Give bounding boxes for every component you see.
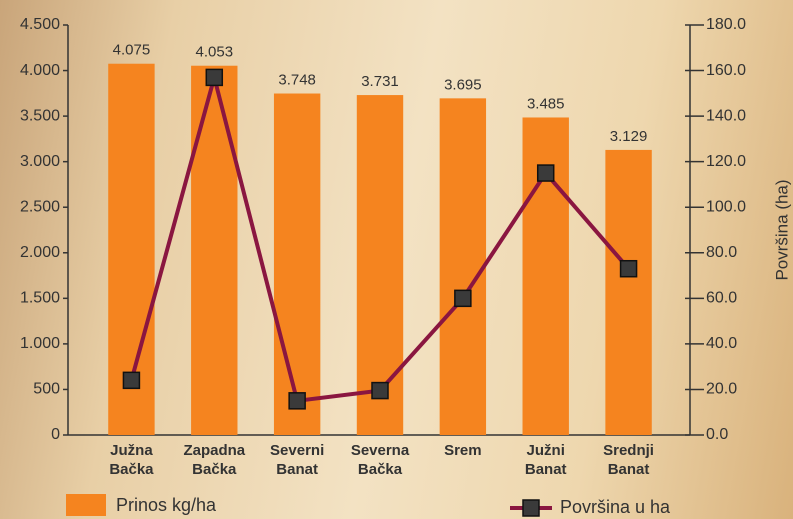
y-tick-label: 3.500 — [20, 107, 60, 124]
y-tick-label: 3.000 — [20, 153, 60, 170]
y2-tick-label: 180.0 — [706, 16, 746, 33]
line-marker — [123, 372, 139, 388]
bar — [440, 98, 486, 435]
chart-container: Površina (ha) 0 500 1.000 1.500 2.000 2.500 3.… — [0, 0, 793, 519]
bar-value-label: 3.129 — [610, 128, 648, 145]
bar-value-label: 4.075 — [113, 42, 151, 59]
x-tick-label: Južna Bačka — [89, 441, 173, 479]
y2-tick-label: 140.0 — [706, 107, 746, 124]
legend-marker — [523, 500, 539, 516]
y2-tick-label: 160.0 — [706, 62, 746, 79]
x-tick-label: Zapadna Bačka — [172, 441, 256, 479]
x-tick-label: Severni Banat — [255, 441, 339, 479]
x-tick-label: Srem — [421, 441, 505, 460]
x-tick-label: Srednji Banat — [587, 441, 671, 479]
y2-tick-label: 100.0 — [706, 198, 746, 215]
line-marker — [289, 393, 305, 409]
line-marker — [455, 290, 471, 306]
line-marker — [206, 69, 222, 85]
y-tick-label: 4.500 — [20, 16, 60, 33]
y-tick-label: 1.500 — [20, 290, 60, 307]
bar-value-label: 4.053 — [196, 44, 234, 61]
legend-label: Površina u ha — [560, 497, 671, 517]
line-marker — [372, 383, 388, 399]
bar — [605, 150, 651, 435]
line-marker — [621, 261, 637, 277]
y2-tick-label: 120.0 — [706, 153, 746, 170]
y-tick-label: 2.000 — [20, 244, 60, 261]
bar — [191, 66, 237, 435]
y2-tick-label: 80.0 — [706, 244, 737, 261]
y2-tick-label: 0.0 — [706, 426, 728, 443]
y-tick-label: 2.500 — [20, 198, 60, 215]
bar-value-label: 3.748 — [278, 71, 316, 88]
y-tick-label: 0 — [51, 426, 60, 443]
legend-swatch — [66, 494, 106, 516]
bar-value-label: 3.731 — [361, 73, 399, 90]
y-tick-label: 4.000 — [20, 62, 60, 79]
y-tick-label: 1.000 — [20, 335, 60, 352]
x-tick-label: Južni Banat — [504, 441, 588, 479]
y2-tick-label: 40.0 — [706, 335, 737, 352]
bar-value-label: 3.485 — [527, 95, 565, 112]
y2-tick-label: 20.0 — [706, 381, 737, 398]
y-tick-label: 500 — [33, 381, 60, 398]
y2-axis-label: Površina (ha) — [772, 179, 791, 280]
x-tick-label: Severna Bačka — [338, 441, 422, 479]
y2-tick-label: 60.0 — [706, 290, 737, 307]
bar-value-label: 3.695 — [444, 76, 482, 93]
legend-label: Prinos kg/ha — [116, 495, 217, 515]
line-marker — [538, 165, 554, 181]
bar — [274, 94, 320, 435]
